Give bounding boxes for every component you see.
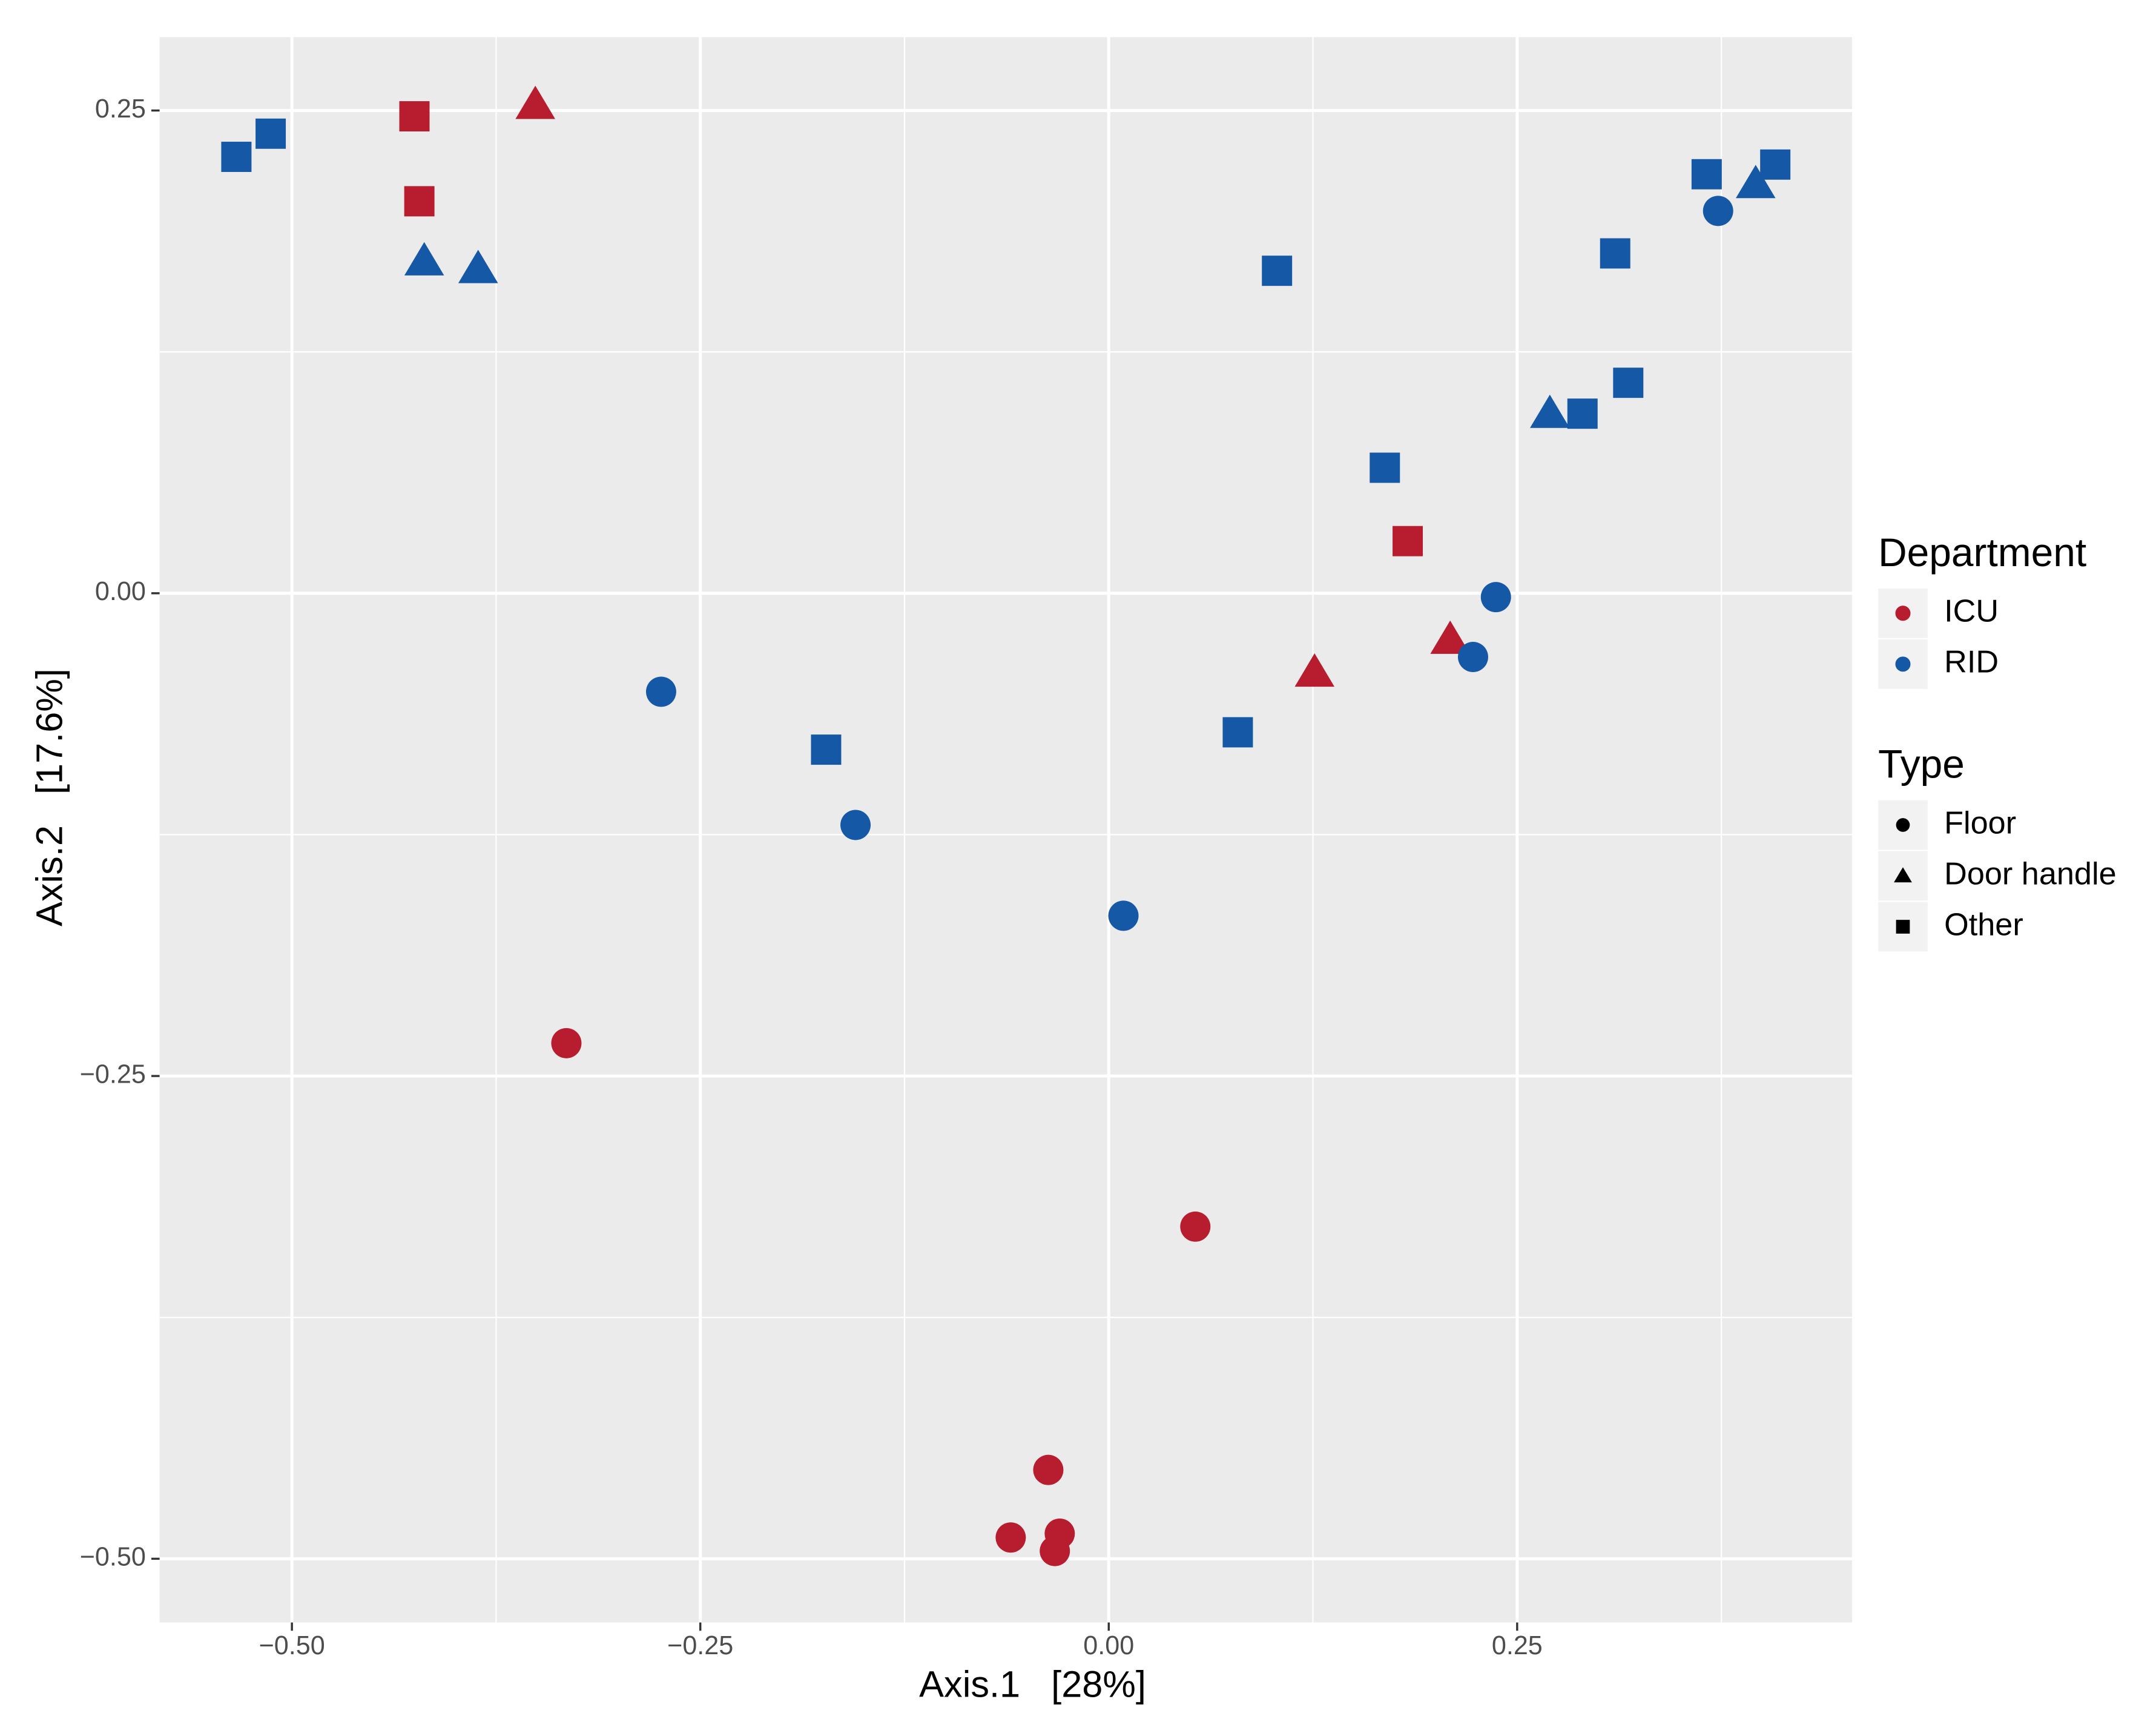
point [1108,900,1139,931]
y-tick-label: 0.00 [95,577,146,606]
point [1530,394,1570,428]
point [1613,368,1644,398]
point [1370,452,1400,483]
point [255,118,286,149]
x-tick-label: −0.50 [259,1631,325,1660]
point [551,1028,582,1058]
point [1180,1211,1211,1242]
point [1703,196,1733,226]
point [404,186,435,217]
legend-swatch [1896,818,1910,832]
point [1567,398,1598,429]
legend-label: Door handle [1944,856,2117,891]
point [1033,1454,1064,1485]
legend-title: Department [1878,530,2086,575]
point [1040,1536,1070,1566]
x-axis-title: Axis.1 [28%] [919,1663,1146,1705]
point [1735,165,1776,199]
y-axis-title: Axis.2 [17.6%] [28,668,70,926]
point [399,101,430,132]
y-tick-label: 0.25 [95,94,146,124]
legend-label: Floor [1944,805,2016,840]
legend-swatch [1894,867,1912,883]
point [645,676,676,707]
point [1691,159,1722,190]
y-tick-label: −0.25 [80,1060,146,1089]
plot-panel [159,37,1852,1623]
point [1262,256,1293,286]
legend-title: Type [1878,742,1965,787]
point [1480,582,1511,613]
point [1294,653,1335,687]
x-tick-label: 0.25 [1492,1631,1543,1660]
legend-swatch [1896,920,1910,934]
point [458,249,498,283]
point [1458,642,1488,673]
legend-label: Other [1944,907,2023,942]
point [1222,717,1253,748]
point [1393,526,1423,556]
legend-swatch [1895,656,1911,672]
point [1600,238,1630,269]
point [1430,620,1470,654]
y-tick-label: −0.50 [80,1543,146,1572]
legend-label: ICU [1944,594,1999,629]
point [404,242,444,276]
point [995,1522,1026,1553]
point [515,85,555,119]
point [1760,149,1791,180]
point [221,142,252,173]
point [840,810,871,840]
legend-swatch [1895,605,1911,621]
x-tick-label: −0.25 [667,1631,733,1660]
legend-label: RID [1944,645,1999,680]
point [811,734,842,765]
x-tick-label: 0.00 [1083,1631,1134,1660]
